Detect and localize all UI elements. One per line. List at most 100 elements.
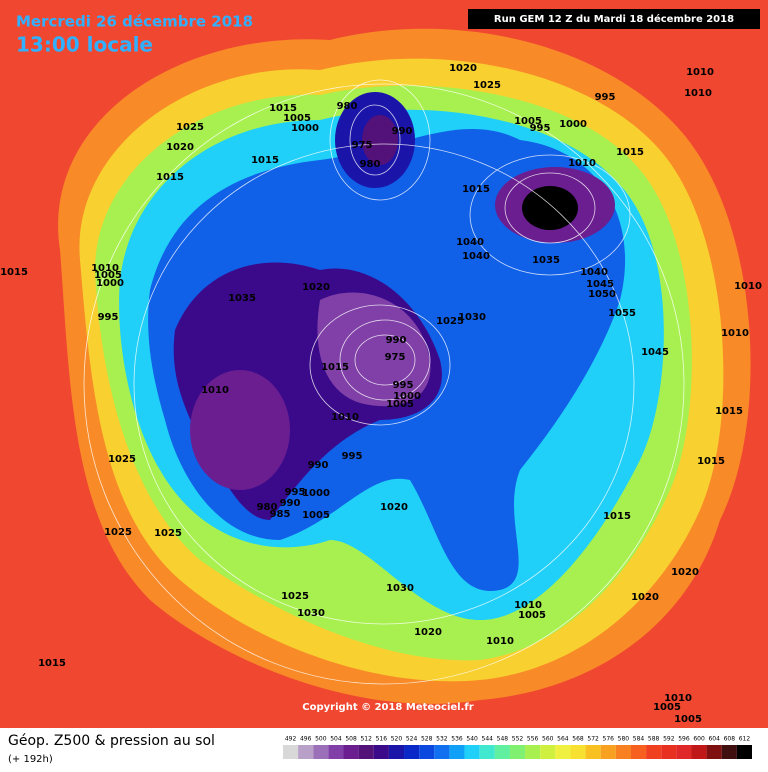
isobar-label: 1025 (176, 122, 204, 133)
isobar-label: 1000 (291, 123, 319, 134)
isobar-label: 1015 (156, 172, 184, 183)
colorbar-label: 492 (285, 736, 297, 743)
isobar-label: 1005 (283, 113, 311, 124)
colorbar-swatch (313, 745, 329, 759)
isobar-label: 1010 (664, 693, 692, 704)
colorbar-swatch (509, 745, 526, 759)
colorbar-swatch (676, 745, 692, 759)
isobar-label: 1030 (458, 312, 486, 323)
isobar-label: 980 (257, 502, 278, 513)
forecast-time: 13:00 locale (16, 33, 153, 57)
colorbar-label: 560 (542, 736, 554, 743)
isobar-label: 1025 (104, 527, 132, 538)
map-background (0, 0, 768, 728)
isobar-label: 1045 (641, 347, 669, 358)
isobar-label: 1015 (697, 456, 725, 467)
isobar-label: 1010 (686, 67, 714, 78)
isobar-label: 980 (360, 159, 381, 170)
isobar-label: 990 (280, 498, 301, 509)
isobar-label: 1020 (166, 142, 194, 153)
colorbar-label: 596 (678, 736, 690, 743)
isobar-label: 1005 (94, 270, 122, 281)
isobar-label: 1045 (586, 279, 614, 290)
isobar-label: 1040 (462, 251, 490, 262)
colorbar-swatch (449, 745, 465, 759)
isobar-label: 990 (308, 460, 329, 471)
isobar-label: 1020 (414, 627, 442, 638)
colorbar-swatch (343, 745, 359, 759)
colorbar-swatch (373, 745, 389, 759)
isobar-label: 1005 (653, 702, 681, 713)
colorbar-label: 588 (648, 736, 660, 743)
isobar-label: 1015 (616, 147, 644, 158)
isobar-label: 1010 (514, 600, 542, 611)
isobar-label: 1025 (281, 591, 309, 602)
colorbar-swatch (570, 745, 586, 759)
colorbar-swatch (419, 745, 435, 759)
colorbar-label: 532 (436, 736, 448, 743)
colorbar-swatch (706, 745, 722, 759)
colorbar-label: 544 (482, 736, 494, 743)
colorbar-swatch (283, 745, 299, 759)
isobar-label: 1030 (386, 583, 414, 594)
isobar-label: 1020 (671, 567, 699, 578)
colorbar-swatch (736, 745, 752, 759)
isobar-label: 1000 (96, 278, 124, 289)
isobar-label: 1055 (608, 308, 636, 319)
colorbar-swatch (494, 745, 510, 759)
colorbar-label: 556 (527, 736, 539, 743)
isobar-label: 1000 (302, 488, 330, 499)
isobar-label: 1050 (588, 289, 616, 300)
isobar-label: 1015 (715, 406, 743, 417)
isobar-label: 1010 (331, 412, 359, 423)
isobar-label: 1005 (386, 399, 414, 410)
colorbar: 492 496 500 504 508 512 516 520 524 528 532 536 540 5… (283, 736, 752, 759)
colorbar-label: 548 (497, 736, 509, 743)
isobar-label: 1000 (559, 119, 587, 130)
isobar-label: 1015 (38, 658, 66, 669)
colorbar-label: 604 (708, 736, 720, 743)
isobar-label: 1005 (514, 116, 542, 127)
isobar-label: 1015 (603, 511, 631, 522)
isobar-label: 1025 (473, 80, 501, 91)
colorbar-swatch (479, 745, 495, 759)
isobar-label: 1010 (91, 263, 119, 274)
colorbar-label: 608 (724, 736, 736, 743)
footer-subtitle: (+ 192h) (8, 754, 53, 765)
colorbar-swatch (555, 745, 571, 759)
colorbar-label: 612 (739, 736, 751, 743)
isobar-label: 1020 (302, 282, 330, 293)
isobar-label: 975 (385, 352, 406, 363)
colorbar-label: 584 (633, 736, 645, 743)
isobar-label: 1000 (393, 391, 421, 402)
colorbar-swatch (404, 745, 420, 759)
colorbar-label: 592 (663, 736, 675, 743)
isobar-label: 995 (393, 380, 414, 391)
colorbar-label: 576 (603, 736, 615, 743)
isobar-label: 995 (285, 487, 306, 498)
colorbar-label: 540 (466, 736, 478, 743)
isobar-label: 1005 (674, 714, 702, 725)
colorbar-swatch (328, 745, 344, 759)
isobar-label: 1010 (721, 328, 749, 339)
colorbar-label: 552 (512, 736, 524, 743)
isobar-label: 1025 (436, 316, 464, 327)
colorbar-label: 536 (451, 736, 463, 743)
forecast-date: Mercredi 26 décembre 2018 (16, 13, 253, 31)
isobar-label: 1010 (201, 385, 229, 396)
colorbar-label: 564 (557, 736, 569, 743)
isobar-label: 1005 (302, 510, 330, 521)
isobar-label: 1040 (580, 267, 608, 278)
isobar-label: 1035 (532, 255, 560, 266)
isobar-label: 1010 (734, 281, 762, 292)
colorbar-label: 500 (315, 736, 327, 743)
colorbar-label: 572 (587, 736, 599, 743)
model-run: Run GEM 12 Z du Mardi 18 décembre 2018 (494, 13, 734, 25)
isobar-label: 1020 (631, 592, 659, 603)
isobar-label: 1015 (0, 267, 28, 278)
isobar-label: 995 (595, 92, 616, 103)
isobar-label: 995 (342, 451, 363, 462)
isobar-label: 1040 (456, 237, 484, 248)
colorbar-label: 524 (406, 736, 418, 743)
